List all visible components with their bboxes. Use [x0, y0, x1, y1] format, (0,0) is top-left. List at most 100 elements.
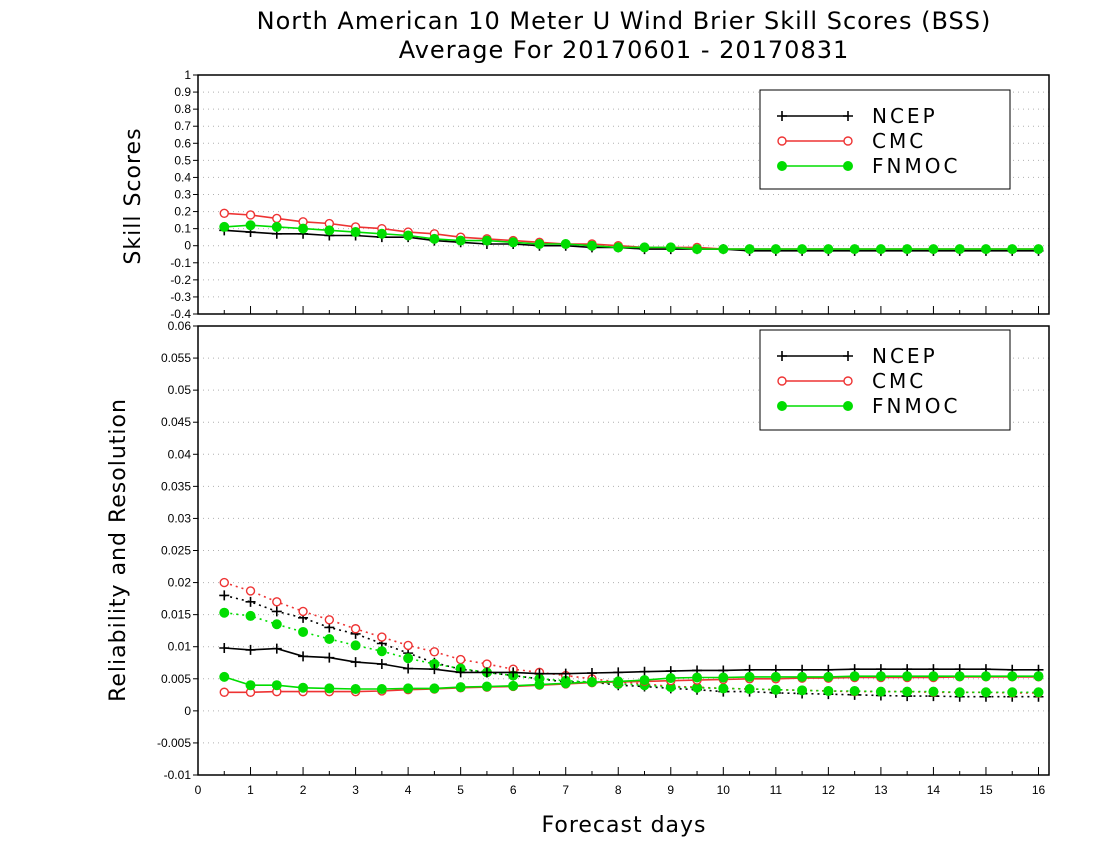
data-point: [429, 683, 440, 694]
data-point: [665, 673, 676, 684]
data-point: [272, 597, 282, 607]
data-point: [849, 685, 860, 696]
data-point: [324, 652, 335, 663]
data-point: [797, 671, 808, 682]
data-point: [770, 671, 781, 682]
legend-marker: [843, 351, 853, 361]
data-point: [245, 220, 256, 231]
data-point: [350, 657, 361, 668]
y-tick-label: 0.005: [161, 672, 191, 686]
y-tick-label: 0.03: [168, 511, 192, 525]
data-point: [770, 244, 781, 255]
y-tick-label: 0.8: [174, 102, 191, 116]
data-point: [245, 210, 256, 220]
data-point: [219, 687, 229, 697]
series-ncep-solid: [219, 642, 1044, 679]
data-point: [560, 668, 571, 679]
y-tick-label: -0.01: [164, 768, 192, 782]
series-line: [224, 611, 1039, 694]
data-point: [403, 653, 414, 664]
data-point: [1033, 671, 1044, 682]
plot-frame: [197, 74, 1050, 315]
data-point: [377, 632, 387, 642]
data-point: [954, 687, 965, 698]
data-point: [245, 586, 256, 596]
data-point: [613, 667, 624, 678]
y-tick-label: 0.9: [174, 85, 191, 99]
data-point: [849, 244, 860, 255]
x-tick-label: 15: [979, 783, 993, 797]
data-point: [534, 239, 545, 250]
data-point: [245, 610, 256, 621]
data-point: [403, 230, 414, 241]
data-point: [744, 684, 755, 695]
panel-2: 0.060.0550.050.0450.040.0350.030.0250.02…: [157, 319, 1050, 797]
data-point: [980, 687, 991, 698]
y-tick-label: 0.035: [161, 479, 191, 493]
data-point: [665, 242, 676, 253]
x-tick-label: 2: [300, 783, 307, 797]
legend-box: [759, 329, 1011, 431]
data-point: [1007, 244, 1018, 255]
data-point: [586, 676, 597, 687]
chart-subtitle: Average For 20170601 - 20170831: [399, 36, 850, 64]
series-fnmoc-solid: [219, 671, 1044, 695]
y-tick-label: 0.5: [174, 153, 191, 167]
x-tick-label: 8: [615, 783, 622, 797]
data-point: [508, 237, 519, 248]
data-point: [508, 667, 519, 678]
x-tick-label: 4: [405, 783, 412, 797]
bottom-panel-ylabel: Reliability and Resolution: [106, 398, 131, 702]
data-point: [324, 225, 335, 236]
data-point: [692, 244, 703, 255]
data-point: [272, 213, 282, 224]
y-tick-label: 0.4: [174, 170, 191, 184]
series-line: [224, 647, 1039, 675]
plot-area: 1 0.9 0.8 0.7 0.6 0.5 0.4 0.3 0.2 0.1 0 -0.1 -0.2 -0.…: [157, 68, 1050, 797]
data-point: [245, 680, 256, 691]
legend-marker: [843, 401, 853, 411]
data-point: [271, 619, 282, 630]
y-tick-label: 0.045: [161, 415, 191, 429]
legend-marker: [777, 376, 787, 386]
data-point: [429, 647, 440, 657]
y-tick-label: 0.05: [168, 383, 192, 397]
legend-marker: [777, 401, 787, 411]
y-tick-label: 0.04: [168, 447, 192, 461]
data-point: [823, 671, 834, 682]
x-tick-label: 16: [1032, 783, 1046, 797]
data-point: [350, 227, 361, 238]
chart-title: North American 10 Meter U Wind Brier Ski…: [257, 7, 992, 35]
data-point: [455, 654, 466, 665]
data-point: [481, 681, 492, 692]
data-point: [219, 221, 230, 232]
data-point: [298, 651, 309, 662]
series-line: [224, 581, 1039, 694]
data-point: [219, 208, 229, 218]
x-tick-label: 9: [667, 783, 674, 797]
data-point: [1007, 671, 1018, 682]
y-tick-label: 0.06: [168, 319, 192, 333]
data-point: [534, 679, 545, 690]
data-point: [481, 667, 492, 678]
series-ncep-solid: [219, 225, 1044, 256]
x-tick-label: 11: [770, 783, 783, 797]
series-fnmoc-solid: [219, 220, 1044, 255]
data-point: [1033, 687, 1044, 698]
data-point: [376, 228, 387, 239]
data-point: [324, 683, 335, 694]
data-point: [954, 244, 965, 255]
data-point: [744, 244, 755, 255]
x-tick-label: 12: [822, 783, 836, 797]
data-point: [718, 672, 729, 683]
x-tick-label: 3: [352, 783, 359, 797]
y-tick-label: -0.4: [170, 307, 191, 321]
y-tick-label: 0.3: [174, 188, 191, 202]
data-point: [718, 244, 729, 255]
x-tick-label: 6: [510, 783, 517, 797]
data-point: [271, 221, 282, 232]
data-point: [770, 684, 781, 695]
legend-label: CMC: [872, 129, 926, 153]
